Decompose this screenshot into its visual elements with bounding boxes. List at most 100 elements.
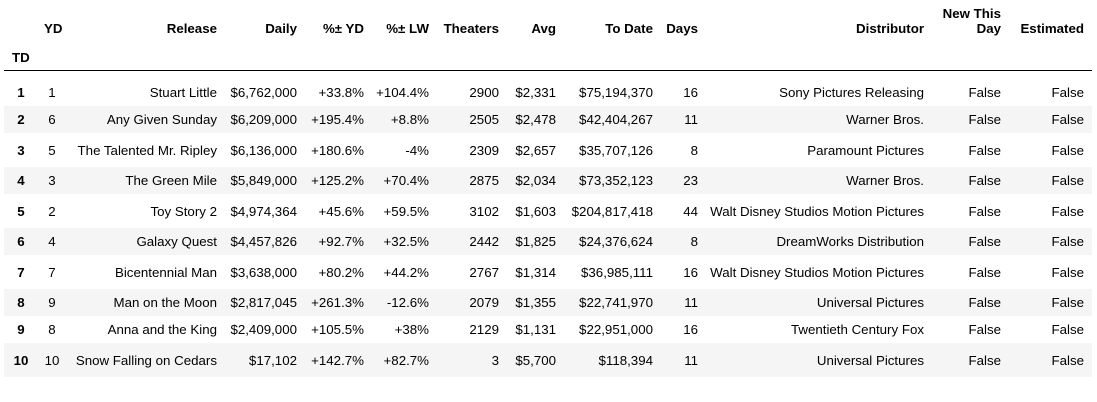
table-cell: 6 [48, 112, 56, 127]
table-cell: $118,394 [598, 352, 653, 368]
table-cell: $2,409,000 [230, 322, 297, 337]
table-cell: Man on the Moon [113, 295, 218, 310]
table-cell: False [1051, 85, 1084, 100]
table-cell: $22,951,000 [579, 322, 653, 337]
table-cell: 1 [48, 85, 56, 100]
table-cell: -12.6% [386, 295, 429, 310]
row-index: 5 [17, 203, 25, 219]
column-header: %± YD [322, 21, 364, 36]
table-cell: 2309 [469, 142, 499, 158]
table-header: YD Release Daily %± YD %± LW Theaters Av… [4, 0, 1092, 71]
table-cell: False [1051, 234, 1084, 249]
table-row: 1 1 Stuart Little $6,762,000 +33.8% +104.4% 29… [4, 79, 1092, 106]
table-row: 4 3 The Green Mile $5,849,000 +125.2% +70.4% 2… [4, 167, 1092, 194]
table-row: 7 7 Bicentennial Man $3,638,000 +80.2% +44.2%… [4, 255, 1092, 289]
table-cell: +8.8% [390, 112, 429, 127]
table-cell: $6,136,000 [230, 142, 297, 158]
row-index: 8 [17, 295, 25, 310]
table-cell: False [1051, 264, 1084, 280]
table-cell: +82.7% [383, 352, 429, 368]
table-cell: $2,657 [515, 142, 556, 158]
column-header: Days [666, 21, 698, 36]
table-cell: Warner Bros. [846, 173, 924, 188]
table-cell: Anna and the King [107, 322, 217, 337]
column-header: New This Day [942, 6, 1001, 36]
table-cell: False [968, 112, 1001, 127]
table-cell: False [1051, 173, 1084, 188]
table-cell: Galaxy Quest [136, 234, 217, 249]
table-cell: Universal Pictures [816, 352, 924, 368]
table-cell: +195.4% [311, 112, 364, 127]
table-cell: $1,314 [515, 264, 556, 280]
table-cell: Universal Pictures [816, 295, 924, 310]
table-cell: +142.7% [311, 352, 364, 368]
table-cell: 8 [690, 234, 698, 249]
table-cell: $1,131 [515, 322, 556, 337]
column-header: Daily [265, 21, 297, 36]
table-cell: 10 [44, 352, 60, 368]
table-cell: $75,194,370 [579, 85, 653, 100]
row-index: 9 [17, 322, 25, 337]
table-cell: +70.4% [383, 173, 429, 188]
table-cell: Any Given Sunday [106, 112, 217, 127]
index-corner [4, 0, 44, 41]
table-row: 6 4 Galaxy Quest $4,457,826 +92.7% +32.5% 2442… [4, 228, 1092, 255]
column-header: YD [44, 21, 63, 36]
table-cell: False [1051, 203, 1084, 219]
table-cell: $35,707,126 [579, 142, 653, 158]
table-cell: False [1051, 112, 1084, 127]
table-cell: 3 [48, 173, 56, 188]
table-cell: False [968, 322, 1001, 337]
table-cell: 5 [48, 142, 56, 158]
table-cell: $204,817,418 [571, 203, 653, 219]
table-cell: Walt Disney Studios Motion Pictures [710, 264, 924, 280]
table-cell: False [968, 295, 1001, 310]
table-cell: The Green Mile [125, 173, 217, 188]
table-cell: 2900 [469, 85, 499, 100]
column-header: Theaters [443, 21, 499, 36]
table-cell: 2079 [469, 295, 499, 310]
table-cell: +59.5% [383, 203, 429, 219]
table-cell: $24,376,624 [579, 234, 653, 249]
table-cell: False [968, 234, 1001, 249]
table-cell: +44.2% [383, 264, 429, 280]
table-cell: +92.7% [318, 234, 364, 249]
column-header: %± LW [386, 21, 429, 36]
table-cell: $4,974,364 [230, 203, 297, 219]
table-cell: $4,457,826 [230, 234, 297, 249]
table-cell: 3102 [469, 203, 499, 219]
table-cell: $22,741,970 [579, 295, 653, 310]
table-cell: +261.3% [311, 295, 364, 310]
column-header: Release [166, 21, 217, 36]
column-header: Distributor [856, 21, 924, 36]
table-cell: $2,034 [515, 173, 556, 188]
table-cell: +45.6% [318, 203, 364, 219]
table-cell: $2,331 [515, 85, 556, 100]
table-cell: Toy Story 2 [150, 203, 217, 219]
table-cell: $73,352,123 [579, 173, 653, 188]
row-index: 6 [17, 234, 25, 249]
table-cell: +105.5% [311, 322, 364, 337]
table-cell: $5,849,000 [230, 173, 297, 188]
table-cell: False [968, 173, 1001, 188]
table-cell: -4% [405, 142, 429, 158]
table-cell: Walt Disney Studios Motion Pictures [710, 203, 924, 219]
table-cell: False [968, 203, 1001, 219]
header-gap [4, 70, 1092, 79]
table-cell: $1,603 [515, 203, 556, 219]
row-index: 7 [17, 264, 25, 280]
table-cell: 11 [684, 112, 698, 127]
row-index: 4 [17, 173, 25, 188]
table-cell: 7 [48, 264, 56, 280]
table-row: 9 8 Anna and the King $2,409,000 +105.5% +38%… [4, 316, 1092, 343]
table-cell: $2,817,045 [230, 295, 297, 310]
table-cell: 2505 [469, 112, 499, 127]
table-cell: $3,638,000 [230, 264, 297, 280]
table-cell: +180.6% [311, 142, 364, 158]
table-body: 1 1 Stuart Little $6,762,000 +33.8% +104.4% 29… [4, 70, 1092, 377]
table-cell: +80.2% [318, 264, 364, 280]
table-cell: Bicentennial Man [114, 264, 217, 280]
row-index: 10 [13, 352, 29, 368]
table-cell: 16 [683, 322, 698, 337]
table-cell: False [1051, 142, 1084, 158]
